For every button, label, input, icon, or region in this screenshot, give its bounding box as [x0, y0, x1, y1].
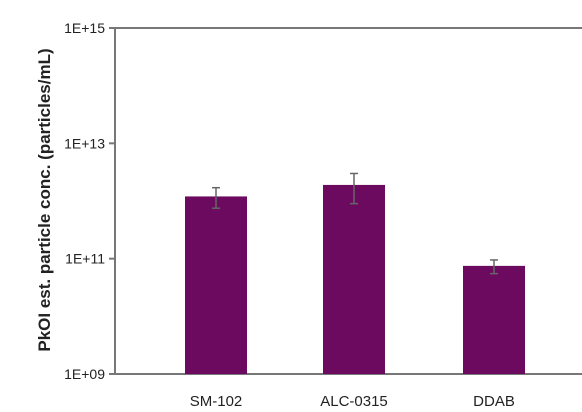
x-tick-label: SM-102 [190, 393, 243, 410]
y-tick-label: 1E+13 [64, 135, 105, 151]
chart-bars [185, 184, 525, 374]
y-axis-label: PkOI est. particle conc. (particles/mL) [35, 48, 54, 351]
y-tick-labels: 1E+09 1E+11 1E+13 1E+15 [64, 20, 105, 382]
bar-ddab [463, 265, 525, 374]
error-bar-alc-0315 [350, 172, 358, 205]
error-bar-sm-102 [212, 186, 220, 209]
y-tick-label: 1E+15 [64, 20, 105, 36]
x-tick-label: ALC-0315 [320, 393, 388, 410]
bar-alc-0315 [323, 184, 385, 374]
y-tick-label: 1E+09 [64, 366, 105, 382]
x-tick-label: DDAB [473, 393, 515, 410]
y-tick-label: 1E+11 [65, 251, 105, 267]
error-bar-ddab [490, 259, 498, 275]
bar-sm-102 [185, 196, 247, 374]
x-tick-labels: SM-102 ALC-0315 DDAB [190, 393, 515, 410]
chart-error-bars [212, 172, 498, 275]
